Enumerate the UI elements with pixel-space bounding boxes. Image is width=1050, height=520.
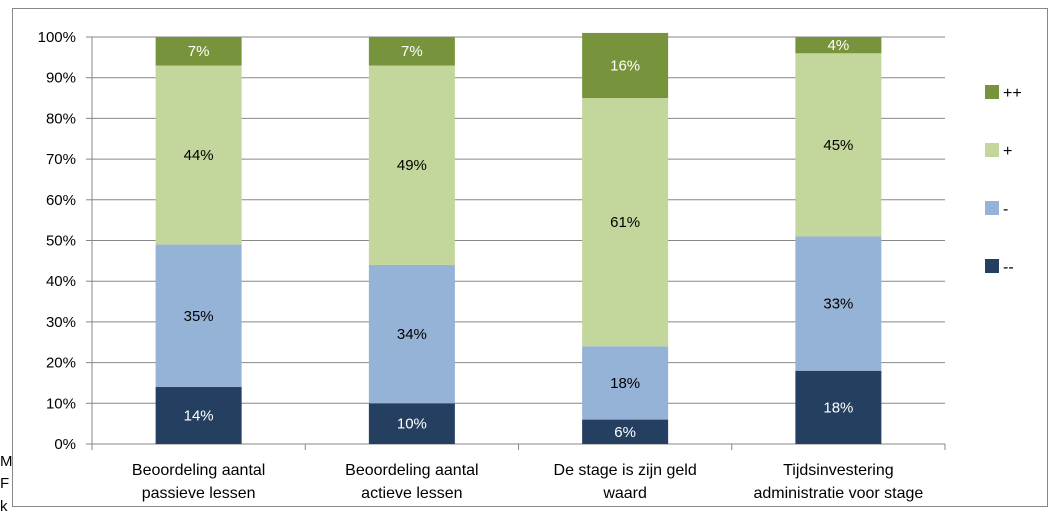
x-tick-label: Beoordeling aantal — [132, 462, 265, 479]
y-tick-label: 10% — [46, 395, 76, 412]
data-label: 18% — [610, 375, 640, 392]
data-label: 33% — [823, 296, 853, 313]
bar-segment — [368, 403, 455, 444]
bar-segment — [368, 37, 455, 66]
bar-segment — [795, 37, 882, 54]
x-tick-label: Tijdsinvestering — [783, 462, 894, 479]
y-tick-label: 90% — [46, 70, 76, 87]
data-label: 35% — [184, 308, 214, 325]
legend-label: -- — [1003, 259, 1014, 276]
bar-segment — [582, 98, 669, 347]
legend-swatch — [985, 85, 999, 99]
bar-segment — [582, 346, 669, 420]
data-label: 49% — [397, 157, 427, 174]
y-tick-label: 20% — [46, 355, 76, 372]
bar-segment — [582, 32, 669, 99]
y-tick-label: 40% — [46, 273, 76, 290]
legend-label: ++ — [1003, 85, 1022, 102]
legend-swatch — [985, 201, 999, 215]
y-tick-label: 0% — [54, 436, 76, 453]
y-tick-label: 70% — [46, 151, 76, 168]
x-tick-label: waard — [602, 485, 647, 502]
bar-segment — [155, 244, 242, 388]
bar-segment — [368, 65, 455, 265]
data-label: 16% — [610, 57, 640, 74]
data-label: 14% — [184, 408, 214, 425]
data-label: 44% — [184, 147, 214, 164]
bar-segment — [795, 53, 882, 237]
y-tick-label: 100% — [38, 29, 76, 46]
bar-segment — [582, 419, 669, 444]
chart-border — [12, 8, 1048, 507]
data-label: 61% — [610, 214, 640, 231]
data-label: 4% — [828, 37, 850, 54]
data-label: 10% — [397, 416, 427, 433]
legend-label: + — [1003, 143, 1012, 160]
x-tick-label: actieve lessen — [361, 485, 462, 502]
y-tick-label: 60% — [46, 192, 76, 209]
x-tick-label: passieve lessen — [142, 485, 256, 502]
x-tick-label: Beoordeling aantal — [345, 462, 478, 479]
legend-swatch — [985, 143, 999, 157]
page-fragment-m: M — [0, 453, 13, 470]
legend-swatch — [985, 259, 999, 273]
y-tick-label: 80% — [46, 110, 76, 127]
data-label: 45% — [823, 137, 853, 154]
bar-segment — [155, 37, 242, 66]
bar-segment — [155, 65, 242, 245]
y-tick-label: 50% — [46, 233, 76, 250]
bar-segment — [795, 370, 882, 444]
legend-label: - — [1003, 201, 1008, 218]
data-label: 7% — [401, 43, 423, 60]
x-tick-label: De stage is zijn geld — [554, 462, 697, 479]
data-label: 7% — [188, 43, 210, 60]
data-label: 6% — [614, 424, 636, 441]
page-fragment-k: k — [0, 498, 8, 515]
x-tick-label: administratie voor stage — [753, 485, 923, 502]
bar-segment — [795, 236, 882, 371]
y-tick-label: 30% — [46, 314, 76, 331]
bar-segment — [368, 264, 455, 404]
data-label: 18% — [823, 399, 853, 416]
page-fragment-f: F — [0, 475, 10, 492]
data-label: 34% — [397, 326, 427, 343]
bar-segment — [155, 387, 242, 444]
